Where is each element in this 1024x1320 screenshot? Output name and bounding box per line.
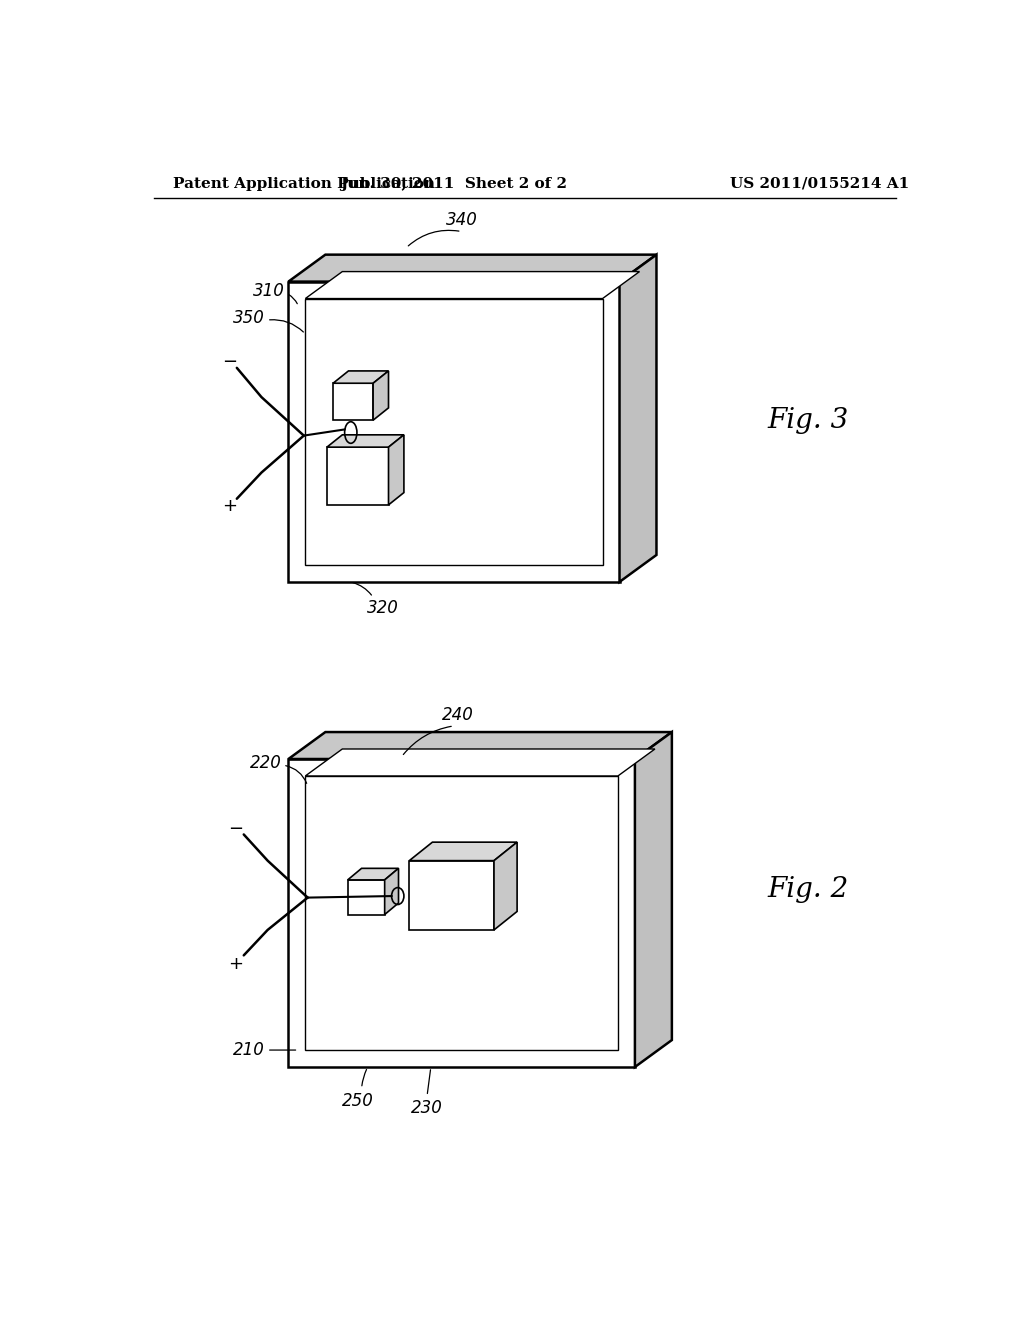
Text: 210: 210 <box>233 1041 265 1059</box>
Polygon shape <box>305 298 602 565</box>
Text: 310: 310 <box>253 282 285 300</box>
FancyArrowPatch shape <box>403 726 452 755</box>
Text: 340: 340 <box>445 211 477 230</box>
Text: Jun. 30, 2011  Sheet 2 of 2: Jun. 30, 2011 Sheet 2 of 2 <box>340 177 567 191</box>
Text: Fig. 3: Fig. 3 <box>768 407 849 434</box>
FancyArrowPatch shape <box>289 294 297 304</box>
Polygon shape <box>410 842 517 861</box>
Text: $-$: $-$ <box>221 351 237 370</box>
Polygon shape <box>305 272 640 298</box>
Polygon shape <box>289 759 635 1067</box>
FancyArrowPatch shape <box>269 319 303 333</box>
Polygon shape <box>289 733 672 759</box>
Polygon shape <box>327 434 403 447</box>
FancyArrowPatch shape <box>352 582 372 595</box>
Text: 320: 320 <box>368 599 399 616</box>
Polygon shape <box>388 434 403 506</box>
Text: 220: 220 <box>250 754 282 772</box>
Text: Fig. 2: Fig. 2 <box>768 876 849 903</box>
Polygon shape <box>620 255 656 582</box>
Polygon shape <box>333 383 373 420</box>
Polygon shape <box>305 748 655 776</box>
Polygon shape <box>289 255 656 281</box>
Text: $-$: $-$ <box>228 818 244 836</box>
Polygon shape <box>333 371 388 383</box>
FancyArrowPatch shape <box>409 231 459 246</box>
Polygon shape <box>327 447 388 506</box>
Text: Patent Application Publication: Patent Application Publication <box>173 177 435 191</box>
Text: 240: 240 <box>442 706 474 723</box>
Polygon shape <box>373 371 388 420</box>
Polygon shape <box>385 869 398 915</box>
Polygon shape <box>410 861 494 929</box>
FancyArrowPatch shape <box>361 1069 367 1086</box>
FancyArrowPatch shape <box>286 766 306 783</box>
Text: 250: 250 <box>342 1092 374 1110</box>
Polygon shape <box>494 842 517 929</box>
Polygon shape <box>348 869 398 880</box>
Text: $+$: $+$ <box>221 498 237 515</box>
Polygon shape <box>348 880 385 915</box>
Text: US 2011/0155214 A1: US 2011/0155214 A1 <box>730 177 909 191</box>
Text: 350: 350 <box>233 309 265 327</box>
Text: 230: 230 <box>411 1100 443 1117</box>
FancyArrowPatch shape <box>427 1069 430 1093</box>
Polygon shape <box>305 776 617 1051</box>
Polygon shape <box>289 281 620 582</box>
Text: $+$: $+$ <box>228 954 244 973</box>
Polygon shape <box>635 733 672 1067</box>
